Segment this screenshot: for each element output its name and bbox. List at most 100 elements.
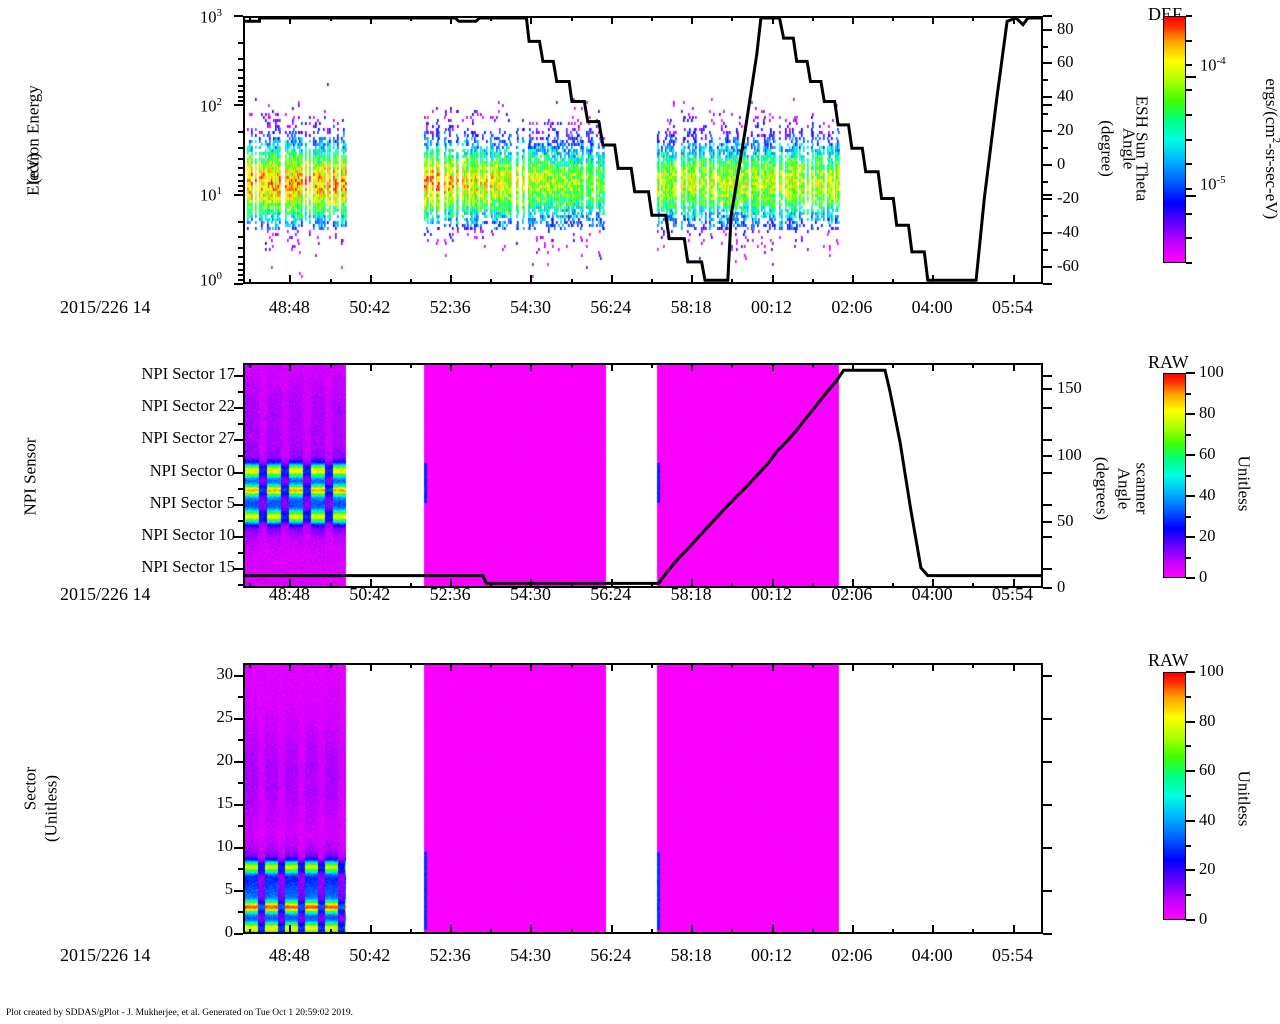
axis-tick xyxy=(1043,718,1052,720)
axis-tick xyxy=(1186,76,1196,78)
colorbar3-unit-label: Unitless xyxy=(1234,770,1254,827)
axis-tick xyxy=(1186,213,1192,215)
axis-tick xyxy=(238,782,243,784)
axis-tick xyxy=(234,439,243,441)
panel1-ytick-10: 101 xyxy=(200,185,222,205)
panel3-xtick-2: 52:36 xyxy=(429,945,471,965)
axis-tick xyxy=(1043,890,1052,892)
axis-tick xyxy=(369,663,372,671)
panel1-date-label: 2015/226 14 xyxy=(60,297,151,317)
axis-tick xyxy=(1186,557,1191,559)
axis-tick xyxy=(238,279,243,281)
electron-energy-spectrogram xyxy=(245,18,1041,282)
plot-footer: Plot created by SDDAS/gPlot - J. Mukherj… xyxy=(6,1008,353,1018)
panel1-right-tick--60: -60 xyxy=(1057,256,1079,276)
axis-tick xyxy=(650,363,653,368)
axis-tick xyxy=(234,104,243,106)
colorbar1-tick-1e-5: 10-5 xyxy=(1200,174,1226,194)
axis-tick xyxy=(1043,675,1052,677)
axis-tick xyxy=(851,363,854,371)
axis-tick xyxy=(289,16,292,24)
axis-tick xyxy=(238,256,243,258)
axis-tick xyxy=(1186,770,1195,772)
axis-tick xyxy=(610,579,613,588)
axis-tick xyxy=(1186,671,1195,673)
panel2-date-label: 2015/226 14 xyxy=(60,584,151,604)
axis-tick xyxy=(450,275,453,284)
axis-tick xyxy=(1186,869,1195,871)
axis-tick xyxy=(234,15,243,17)
axis-tick xyxy=(892,279,895,284)
esh-sun-theta-line-path xyxy=(245,18,1041,282)
panel2-xtick-6: 00:12 xyxy=(750,584,792,604)
axis-tick xyxy=(892,16,895,21)
axis-tick xyxy=(238,825,243,827)
axis-tick xyxy=(238,696,243,698)
axis-tick xyxy=(1186,536,1195,538)
axis-tick xyxy=(570,929,573,934)
axis-tick xyxy=(409,583,412,588)
axis-tick xyxy=(238,58,243,60)
panel3-date-label: 2015/226 14 xyxy=(60,945,151,965)
axis-tick xyxy=(1043,62,1052,64)
axis-tick xyxy=(238,185,243,187)
axis-tick xyxy=(1043,104,1052,106)
axis-tick xyxy=(289,925,292,934)
axis-tick xyxy=(1012,925,1015,934)
panel1-xtick-4: 56:24 xyxy=(590,297,632,317)
panel1-xtick-2: 52:36 xyxy=(429,297,471,317)
axis-tick xyxy=(1186,237,1192,239)
colorbar2-title: RAW xyxy=(1148,352,1189,372)
panel-npi-sensor xyxy=(243,363,1043,588)
axis-tick xyxy=(490,363,493,368)
axis-tick xyxy=(1186,64,1192,66)
axis-tick xyxy=(530,925,533,934)
panel1-right-tick-80: 80 xyxy=(1057,18,1074,38)
axis-tick xyxy=(238,174,243,176)
axis-tick xyxy=(771,579,774,588)
axis-tick xyxy=(490,583,493,588)
axis-tick xyxy=(234,407,243,409)
colorbar1-unit-label: ergs/(cm2-sr-sec-eV) xyxy=(1262,78,1280,220)
colorbar2-tick-40: 40 xyxy=(1199,485,1216,504)
axis-tick xyxy=(851,925,854,934)
axis-tick xyxy=(972,663,975,668)
axis-tick xyxy=(234,804,243,806)
axis-tick xyxy=(1043,439,1052,441)
axis-tick xyxy=(1043,847,1052,849)
axis-tick xyxy=(238,69,243,71)
axis-tick xyxy=(369,363,372,371)
panel3-ylabel-line1: Sector xyxy=(20,766,40,811)
axis-tick xyxy=(234,283,243,285)
axis-tick xyxy=(234,504,243,506)
panel3-xtick-5: 58:18 xyxy=(670,945,712,965)
axis-tick xyxy=(238,158,243,160)
axis-tick xyxy=(238,263,243,265)
axis-tick xyxy=(1186,163,1192,165)
sector-spectrogram xyxy=(245,665,1041,932)
panel3-ytick-15: 15 xyxy=(216,792,234,812)
axis-tick xyxy=(289,363,292,371)
axis-tick xyxy=(1043,215,1048,217)
axis-tick xyxy=(450,363,453,371)
axis-tick xyxy=(238,85,243,87)
panel3-xtick-9: 05:54 xyxy=(992,945,1034,965)
panel2-ylabel: NPI Sensor xyxy=(20,437,40,516)
panel1-right-tick-0: 0 xyxy=(1057,154,1066,174)
panel3-ytick-0: 0 xyxy=(224,922,233,941)
panel2-right-tick-0: 0 xyxy=(1057,577,1066,596)
colorbar3-tick-20: 20 xyxy=(1199,859,1216,879)
panel1-xtick-8: 04:00 xyxy=(911,297,953,317)
axis-tick xyxy=(1043,113,1048,115)
colorbar2-tick-60: 60 xyxy=(1199,444,1216,463)
panel1-xtick-1: 50:42 xyxy=(349,297,391,317)
panel3-xtick-0: 48:48 xyxy=(268,945,310,965)
axis-tick xyxy=(530,663,533,671)
axis-tick xyxy=(1043,29,1052,31)
colorbar3-title: RAW xyxy=(1148,650,1189,670)
panel1-right-tick--40: -40 xyxy=(1057,222,1079,242)
panel1-xtick-6: 00:12 xyxy=(750,297,792,317)
axis-tick xyxy=(691,663,694,671)
panel3-xtick-6: 00:12 xyxy=(750,945,792,965)
axis-tick xyxy=(238,455,243,457)
